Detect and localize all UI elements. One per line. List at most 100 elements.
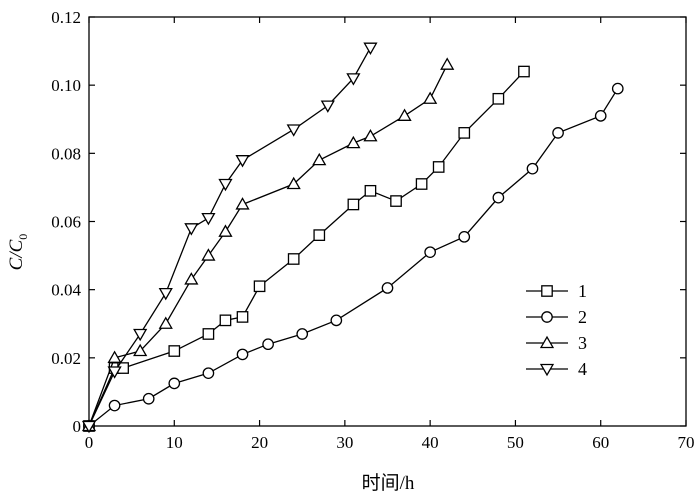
data-point: [363, 129, 378, 142]
legend-label: 2: [578, 307, 587, 327]
y-axis-title-subscript: 0: [16, 234, 30, 240]
y-tick-label: 0.12: [51, 8, 81, 27]
data-point: [201, 212, 216, 226]
data-point: [440, 57, 455, 70]
data-point: [492, 92, 505, 105]
series-1: [83, 65, 530, 432]
data-point: [201, 248, 216, 261]
x-tick-label: 10: [166, 433, 183, 452]
legend-item-3: 3: [526, 333, 587, 353]
data-point: [158, 316, 173, 329]
legend-item-1: 1: [526, 281, 587, 301]
data-point: [424, 246, 436, 259]
legend-marker: [541, 285, 553, 297]
data-point: [236, 348, 249, 361]
data-point: [142, 392, 155, 405]
data-point: [312, 152, 327, 166]
data-point: [236, 311, 249, 323]
data-point: [330, 314, 343, 327]
tick-labels: 0 10 20 30 40 50 60 70 0 0.02 0.04 0.06 0.08 0.10 0.12: [51, 8, 694, 452]
x-tick-label: 50: [507, 433, 524, 452]
y-tick-label: 0.10: [51, 76, 81, 95]
x-tick-label: 30: [336, 433, 353, 452]
data-point: [184, 223, 199, 236]
series-2: [83, 82, 624, 432]
data-point: [415, 178, 428, 190]
data-point: [108, 399, 121, 412]
legend-marker: [539, 335, 555, 349]
y-axis-title-main: C/C: [6, 239, 27, 270]
data-point: [184, 272, 199, 285]
data-point: [133, 328, 148, 342]
data-point: [492, 191, 505, 204]
data-point: [219, 314, 232, 327]
y-tick-label: 0.02: [51, 349, 81, 368]
x-tick-label: 0: [85, 433, 94, 452]
x-tick-label: 40: [422, 433, 439, 452]
data-point: [218, 224, 233, 237]
data-point: [381, 282, 394, 294]
data-point: [458, 127, 471, 139]
y-tick-label: 0.06: [51, 213, 81, 232]
y-tick-label: 0: [73, 417, 82, 436]
data-point: [287, 253, 300, 265]
tick-marks: [88, 16, 687, 427]
legend-marker: [539, 363, 555, 377]
data-point: [432, 161, 445, 173]
y-axis-title: C/C0: [6, 234, 30, 271]
data-point: [390, 195, 402, 207]
data-point: [235, 155, 250, 168]
x-axis-title: 时间/h: [362, 472, 415, 494]
series-4: [81, 42, 378, 434]
data-point: [202, 328, 215, 340]
data-point: [518, 65, 530, 78]
data-point: [552, 127, 564, 139]
data-point: [364, 184, 377, 197]
legend-item-2: 2: [526, 307, 587, 327]
x-tick-label: 60: [592, 433, 609, 452]
data-point: [346, 73, 361, 86]
data-point: [397, 108, 412, 121]
x-tick-label: 20: [251, 433, 268, 452]
data-point: [286, 124, 301, 137]
data-point: [363, 42, 378, 55]
data-point: [347, 198, 360, 211]
legend-label: 3: [578, 333, 587, 353]
legend-marker: [541, 311, 553, 323]
series-line: [88, 71, 525, 427]
data-point: [611, 82, 624, 95]
legend-item-4: 4: [526, 359, 587, 379]
data-point: [107, 350, 122, 363]
series-group: [81, 42, 624, 434]
plot-frame: [88, 16, 687, 427]
data-point: [526, 162, 539, 175]
y-tick-label: 0.04: [51, 281, 81, 300]
axes: [88, 16, 687, 427]
data-point: [320, 100, 335, 113]
data-point: [313, 229, 326, 241]
data-point: [168, 377, 181, 390]
data-point: [296, 328, 309, 340]
series-line: [88, 64, 448, 427]
data-point: [168, 345, 181, 357]
series-3: [81, 57, 455, 432]
data-point: [423, 91, 438, 104]
data-point: [458, 230, 471, 243]
legend-label: 1: [578, 281, 587, 301]
data-point: [286, 176, 301, 190]
data-point: [594, 109, 607, 122]
legend-label: 4: [578, 359, 587, 379]
data-point: [262, 338, 274, 351]
data-point: [133, 343, 148, 357]
legend: 1 2 3 4: [526, 281, 587, 379]
data-point: [202, 367, 215, 380]
data-point: [346, 135, 361, 149]
x-tick-label: 70: [678, 433, 695, 452]
data-point: [107, 366, 122, 379]
data-point: [218, 178, 233, 192]
data-point: [235, 197, 250, 210]
data-point: [81, 420, 97, 434]
data-point: [158, 287, 173, 301]
data-point: [253, 280, 266, 293]
